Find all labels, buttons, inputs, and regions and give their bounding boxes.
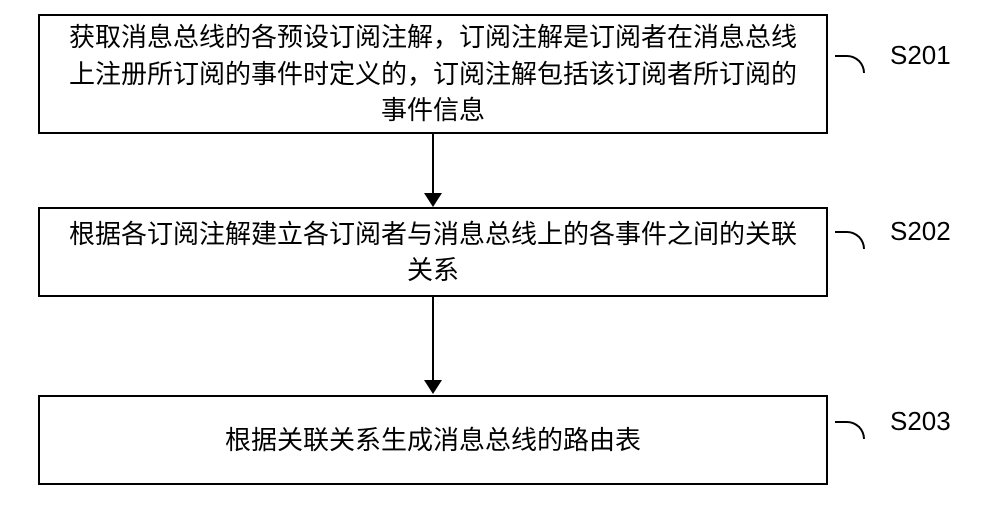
arrow-2 bbox=[424, 297, 442, 394]
label-connector-s203 bbox=[835, 421, 865, 439]
step-box-s203: 根据关联关系生成消息总线的路由表 bbox=[38, 395, 828, 485]
step-label-s202: S202 bbox=[890, 216, 951, 247]
flowchart-container: 获取消息总线的各预设订阅注解，订阅注解是订阅者在消息总线上注册所订阅的事件时定义… bbox=[0, 0, 1000, 523]
step-label-s203: S203 bbox=[890, 406, 951, 437]
step-box-s201: 获取消息总线的各预设订阅注解，订阅注解是订阅者在消息总线上注册所订阅的事件时定义… bbox=[38, 14, 828, 134]
arrow-1 bbox=[424, 134, 442, 207]
step-text-s203: 根据关联关系生成消息总线的路由表 bbox=[225, 422, 641, 458]
step-text-s202: 根据各订阅注解建立各订阅者与消息总线上的各事件之间的关联关系 bbox=[60, 216, 806, 289]
label-connector-s202 bbox=[835, 231, 865, 249]
step-text-s201: 获取消息总线的各预设订阅注解，订阅注解是订阅者在消息总线上注册所订阅的事件时定义… bbox=[60, 19, 806, 128]
step-box-s202: 根据各订阅注解建立各订阅者与消息总线上的各事件之间的关联关系 bbox=[38, 207, 828, 297]
step-label-s201: S201 bbox=[890, 40, 951, 71]
label-connector-s201 bbox=[835, 55, 865, 73]
